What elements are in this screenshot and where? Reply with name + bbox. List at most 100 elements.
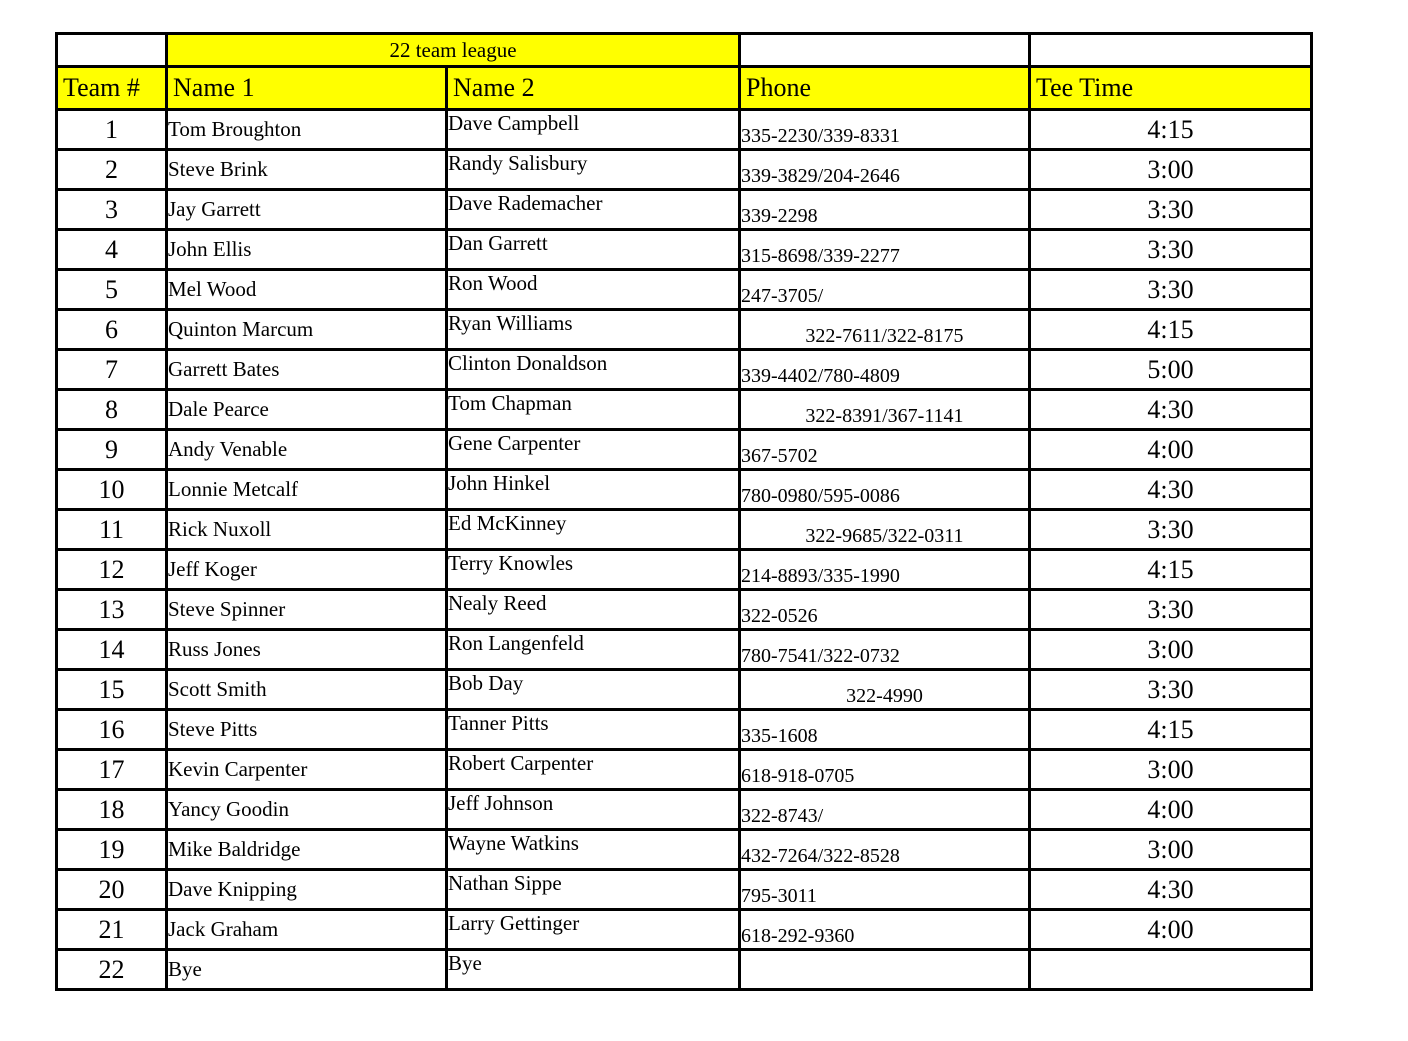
team-number-cell: 18: [55, 788, 168, 831]
name2-cell: Clinton Donaldson: [445, 348, 741, 391]
title-row: 22 team league: [55, 32, 1313, 68]
table-row: 19 Mike Baldridge Wayne Watkins 432-7264…: [55, 828, 1313, 871]
tee-time-cell: 4:00: [1028, 908, 1313, 951]
name2-cell: Bye: [445, 948, 741, 991]
phone-cell: 322-9685/322-0311: [738, 508, 1031, 551]
team-number-cell: 4: [55, 228, 168, 271]
team-number-cell: 21: [55, 908, 168, 951]
tee-time-cell: 3:30: [1028, 188, 1313, 231]
table-row: 6 Quinton Marcum Ryan Williams 322-7611/…: [55, 308, 1313, 351]
table-row: 16 Steve Pitts Tanner Pitts 335-1608 4:1…: [55, 708, 1313, 751]
tee-time-cell: 3:00: [1028, 628, 1313, 671]
table-row: 20 Dave Knipping Nathan Sippe 795-3011 4…: [55, 868, 1313, 911]
phone-cell: 780-7541/322-0732: [738, 628, 1031, 671]
team-number-cell: 14: [55, 628, 168, 671]
tee-time-cell: 4:15: [1028, 308, 1313, 351]
name1-cell: Steve Pitts: [165, 708, 448, 751]
blank-cell-phone: [738, 32, 1031, 68]
phone-cell: 322-4990: [738, 668, 1031, 711]
table-row: 14 Russ Jones Ron Langenfeld 780-7541/32…: [55, 628, 1313, 671]
phone-cell: 339-3829/204-2646: [738, 148, 1031, 191]
name2-cell: Tom Chapman: [445, 388, 741, 431]
table-row: 7 Garrett Bates Clinton Donaldson 339-44…: [55, 348, 1313, 391]
team-number-cell: 6: [55, 308, 168, 351]
team-number-cell: 16: [55, 708, 168, 751]
name1-cell: Jeff Koger: [165, 548, 448, 591]
tee-time-cell: 4:15: [1028, 708, 1313, 751]
name2-cell: Jeff Johnson: [445, 788, 741, 831]
name1-cell: Tom Broughton: [165, 108, 448, 151]
name2-cell: Dave Campbell: [445, 108, 741, 151]
name1-cell: Rick Nuxoll: [165, 508, 448, 551]
phone-cell: 339-4402/780-4809: [738, 348, 1031, 391]
phone-cell: 618-292-9360: [738, 908, 1031, 951]
team-number-cell: 2: [55, 148, 168, 191]
name2-cell: Tanner Pitts: [445, 708, 741, 751]
table-row: 8 Dale Pearce Tom Chapman 322-8391/367-1…: [55, 388, 1313, 431]
phone-cell: 322-8391/367-1141: [738, 388, 1031, 431]
name1-cell: Kevin Carpenter: [165, 748, 448, 791]
phone-cell: 339-2298: [738, 188, 1031, 231]
tee-time-cell: 3:00: [1028, 148, 1313, 191]
name1-cell: Mel Wood: [165, 268, 448, 311]
name2-cell: Ryan Williams: [445, 308, 741, 351]
phone-cell: 315-8698/339-2277: [738, 228, 1031, 271]
table-row: 17 Kevin Carpenter Robert Carpenter 618-…: [55, 748, 1313, 791]
tee-time-cell: 3:00: [1028, 828, 1313, 871]
phone-cell: 322-0526: [738, 588, 1031, 631]
name2-cell: Ron Langenfeld: [445, 628, 741, 671]
name2-cell: Bob Day: [445, 668, 741, 711]
tee-time-cell: 3:30: [1028, 668, 1313, 711]
col-header-team-number: Team #: [55, 65, 168, 111]
table-row: 3 Jay Garrett Dave Rademacher 339-2298 3…: [55, 188, 1313, 231]
name2-cell: Ron Wood: [445, 268, 741, 311]
table-row: 18 Yancy Goodin Jeff Johnson 322-8743/ 4…: [55, 788, 1313, 831]
blank-cell-tee: [1028, 32, 1313, 68]
team-number-cell: 11: [55, 508, 168, 551]
team-number-cell: 17: [55, 748, 168, 791]
col-header-name2: Name 2: [445, 65, 741, 111]
tee-time-cell: [1028, 948, 1313, 991]
tee-time-cell: 4:30: [1028, 468, 1313, 511]
name1-cell: Lonnie Metcalf: [165, 468, 448, 511]
team-number-cell: 19: [55, 828, 168, 871]
col-header-tee-time: Tee Time: [1028, 65, 1313, 111]
name1-cell: Jay Garrett: [165, 188, 448, 231]
team-number-cell: 8: [55, 388, 168, 431]
table-row: 12 Jeff Koger Terry Knowles 214-8893/335…: [55, 548, 1313, 591]
team-number-cell: 9: [55, 428, 168, 471]
name1-cell: Bye: [165, 948, 448, 991]
tee-time-cell: 3:30: [1028, 268, 1313, 311]
name1-cell: Andy Venable: [165, 428, 448, 471]
tee-time-cell: 4:00: [1028, 788, 1313, 831]
phone-cell: [738, 948, 1031, 991]
phone-cell: 247-3705/: [738, 268, 1031, 311]
name2-cell: Dave Rademacher: [445, 188, 741, 231]
name2-cell: Larry Gettinger: [445, 908, 741, 951]
tee-time-cell: 5:00: [1028, 348, 1313, 391]
name1-cell: Yancy Goodin: [165, 788, 448, 831]
name1-cell: Steve Spinner: [165, 588, 448, 631]
name1-cell: Russ Jones: [165, 628, 448, 671]
phone-cell: 335-1608: [738, 708, 1031, 751]
tee-time-cell: 4:15: [1028, 548, 1313, 591]
name1-cell: Dave Knipping: [165, 868, 448, 911]
name2-cell: Robert Carpenter: [445, 748, 741, 791]
col-header-name1: Name 1: [165, 65, 448, 111]
table-body: 1 Tom Broughton Dave Campbell 335-2230/3…: [55, 108, 1313, 991]
phone-cell: 322-8743/: [738, 788, 1031, 831]
tee-time-cell: 3:00: [1028, 748, 1313, 791]
tee-time-cell: 3:30: [1028, 228, 1313, 271]
phone-cell: 335-2230/339-8331: [738, 108, 1031, 151]
name1-cell: Scott Smith: [165, 668, 448, 711]
phone-cell: 795-3011: [738, 868, 1031, 911]
table-row: 13 Steve Spinner Nealy Reed 322-0526 3:3…: [55, 588, 1313, 631]
name1-cell: Garrett Bates: [165, 348, 448, 391]
name2-cell: Wayne Watkins: [445, 828, 741, 871]
tee-time-cell: 4:15: [1028, 108, 1313, 151]
name1-cell: Mike Baldridge: [165, 828, 448, 871]
tee-time-cell: 3:30: [1028, 588, 1313, 631]
team-number-cell: 13: [55, 588, 168, 631]
table-row: 21 Jack Graham Larry Gettinger 618-292-9…: [55, 908, 1313, 951]
tee-time-cell: 4:30: [1028, 388, 1313, 431]
